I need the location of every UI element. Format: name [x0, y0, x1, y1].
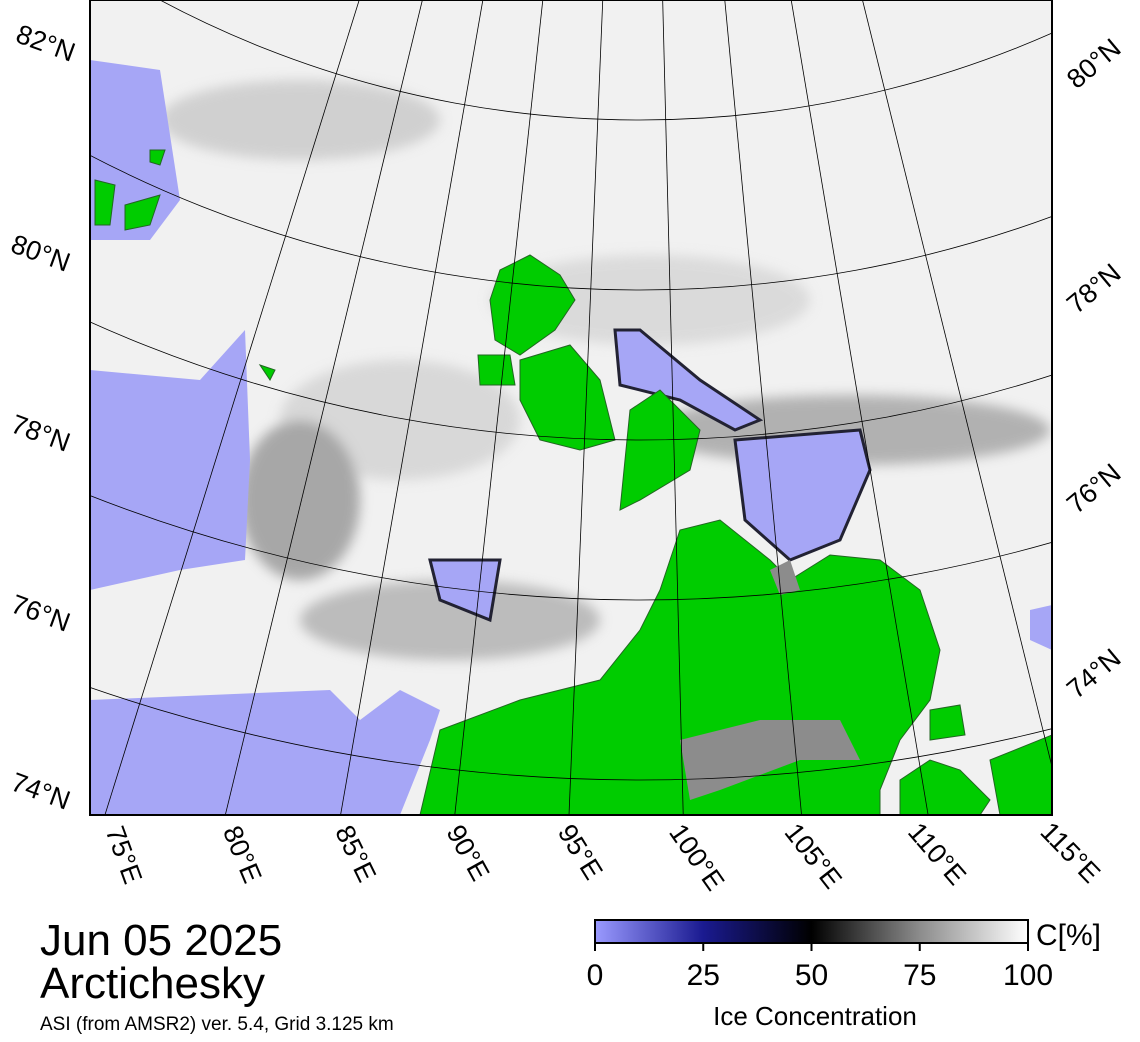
map: [90, 0, 1052, 815]
lat-label: 82°N: [12, 19, 79, 68]
colorbar-tick-label: 50: [795, 959, 828, 992]
lon-label: 90°E: [441, 820, 496, 886]
lat-label: 80°N: [7, 229, 74, 278]
lon-label: 100°E: [663, 818, 730, 896]
date: Jun 05 2025: [40, 916, 282, 965]
lat-label: 74°N: [1061, 643, 1126, 705]
lat-label: 78°N: [1061, 258, 1126, 320]
meridian: [724, 0, 802, 815]
colorbar-tick-label: 75: [903, 959, 936, 992]
meridian: [790, 0, 929, 815]
lon-label: 95°E: [552, 819, 609, 885]
lat-label: 74°N: [7, 767, 74, 816]
meridian: [104, 0, 360, 815]
colorbar-unit: C[%]: [1036, 919, 1101, 952]
meridian: [568, 0, 604, 815]
meridian: [224, 0, 423, 815]
lat-label: 80°N: [1061, 33, 1126, 95]
meridian: [340, 0, 484, 815]
lat-label: 76°N: [7, 589, 74, 638]
colorbar: [594, 919, 1029, 944]
lon-label: 85°E: [329, 821, 382, 887]
map-frame: [89, 0, 1053, 816]
meridian: [862, 0, 1052, 769]
lon-label: 110°E: [902, 817, 972, 891]
meridian: [662, 0, 684, 815]
region: Arctichesky: [40, 959, 265, 1008]
colorbar-tick-label: 25: [687, 959, 720, 992]
lon-label: 75°E: [100, 822, 148, 888]
parallel: [90, 154, 1052, 291]
lon-label: 105°E: [779, 818, 848, 895]
lat-label: 78°N: [7, 409, 74, 458]
source: ASI (from AMSR2) ver. 5.4, Grid 3.125 km: [40, 1014, 394, 1035]
meridian: [454, 0, 544, 815]
colorbar-tick-label: 0: [587, 959, 604, 992]
colorbar-title: Ice Concentration: [713, 1001, 917, 1031]
lon-label: 115°E: [1035, 816, 1106, 889]
lat-label: 76°N: [1061, 458, 1126, 520]
parallel: [159, 0, 1052, 121]
colorbar-tick-label: 100: [1003, 959, 1053, 992]
lon-label: 80°E: [217, 821, 268, 887]
